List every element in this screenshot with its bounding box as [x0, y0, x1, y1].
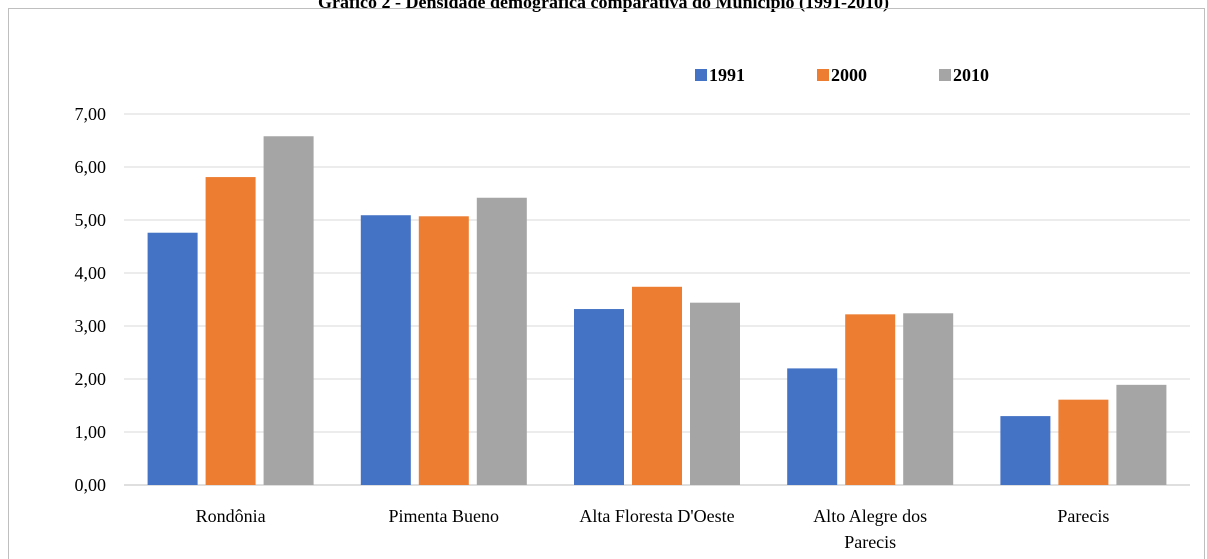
- category-label: Alto Alegre dos: [813, 506, 927, 526]
- bar-2000: [845, 314, 896, 485]
- legend-swatch-1991: [695, 69, 707, 81]
- bar-2010: [903, 313, 954, 485]
- legend-swatch-2000: [817, 69, 829, 81]
- category-label: Parecis: [844, 532, 896, 552]
- category-label: Pimenta Bueno: [389, 506, 500, 526]
- bar-2000: [632, 286, 682, 485]
- bar-2000: [418, 216, 469, 486]
- y-tick-label: 6,00: [75, 157, 107, 177]
- category-label: Parecis: [1057, 506, 1109, 526]
- y-tick-label: 7,00: [75, 104, 107, 124]
- bar-2010: [263, 136, 314, 485]
- legend-label: 1991: [709, 65, 745, 85]
- bar-1991: [787, 368, 838, 485]
- category-label: Alta Floresta D'Oeste: [579, 506, 734, 526]
- y-tick-label: 4,00: [75, 263, 107, 283]
- bar-2010: [476, 197, 527, 486]
- bar-1991: [360, 215, 411, 486]
- bar-2000: [205, 177, 256, 485]
- x-axis-categories: Rondônia Pimenta Bueno Alta Floresta D'Oes…: [196, 506, 1110, 552]
- category-label: Rondônia: [196, 506, 266, 526]
- bar-1991: [574, 309, 624, 485]
- bar-1991: [147, 232, 198, 485]
- legend: 1991 2000 2010: [695, 65, 989, 85]
- chart-border: [8, 8, 1205, 559]
- legend-label: 2000: [831, 65, 867, 85]
- y-tick-label: 0,00: [75, 475, 107, 495]
- bar-1991: [1000, 416, 1051, 485]
- bars: [147, 136, 1167, 486]
- legend-swatch-2010: [939, 69, 951, 81]
- bar-2010: [1116, 384, 1167, 485]
- y-tick-label: 5,00: [75, 210, 107, 230]
- bar-2000: [1058, 399, 1109, 485]
- y-tick-label: 2,00: [75, 369, 107, 389]
- y-tick-label: 3,00: [75, 316, 107, 336]
- legend-label: 2010: [953, 65, 989, 85]
- y-axis-ticks: 0,00 1,00 2,00 3,00 4,00 5,00 6,00 7,00: [75, 104, 107, 495]
- y-tick-label: 1,00: [75, 422, 107, 442]
- bar-2010: [690, 302, 740, 485]
